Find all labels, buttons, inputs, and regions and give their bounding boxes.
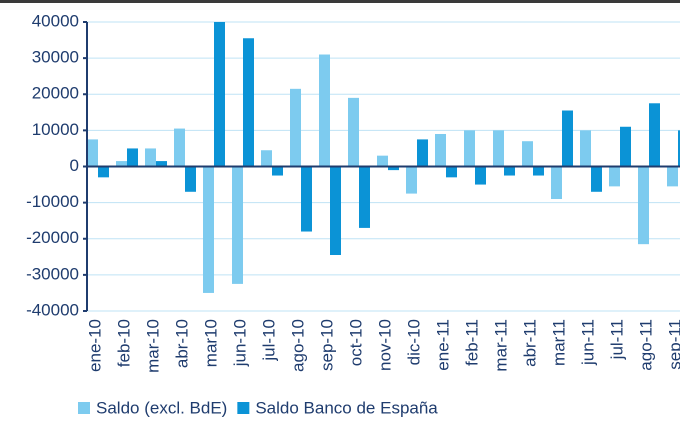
x-tick-label: nov-10 (375, 319, 394, 371)
y-tick-label: 30000 (32, 48, 79, 67)
y-tick-label: -30000 (26, 264, 79, 283)
x-tick-label: jul-10 (259, 319, 278, 362)
x-tick-label: dic-10 (404, 319, 423, 365)
y-tick-label: -20000 (26, 228, 79, 247)
legend-label: Saldo Banco de España (255, 398, 438, 417)
bar (591, 166, 602, 192)
bar (475, 166, 486, 185)
bar (533, 166, 544, 176)
bar (127, 148, 138, 167)
bar (319, 54, 330, 167)
y-tick-label: 10000 (32, 120, 79, 139)
x-tick-label: jun-10 (230, 319, 249, 367)
bar (185, 166, 196, 192)
legend-swatch (237, 402, 250, 414)
bar (638, 166, 649, 245)
y-tick-label: 40000 (32, 11, 79, 30)
x-tick-label: mar-10 (143, 319, 162, 373)
x-tick-label: jun-11 (578, 319, 597, 366)
bar (214, 22, 225, 167)
bar (377, 155, 388, 167)
x-tick-label: feb-11 (462, 319, 481, 366)
bar (145, 148, 156, 167)
bar (174, 128, 185, 167)
bar (156, 161, 167, 167)
bar (522, 141, 533, 167)
x-tick-label: abr-10 (172, 319, 191, 368)
bar (609, 166, 620, 187)
bar (388, 166, 399, 171)
bar (406, 166, 417, 194)
bar (678, 130, 680, 167)
bar (417, 139, 428, 167)
bar (667, 166, 678, 187)
bar (562, 110, 573, 167)
x-tick-label: jul-11 (607, 319, 626, 360)
bar (493, 130, 504, 167)
x-tick-label: mar11 (549, 319, 568, 366)
bar (330, 166, 341, 256)
x-tick-label: ago-11 (636, 319, 655, 371)
bar (116, 161, 127, 167)
bar (348, 97, 359, 167)
x-tick-label: mar-11 (491, 319, 510, 372)
bar (98, 166, 109, 178)
x-tick-label: ago-10 (288, 319, 307, 372)
bar (87, 139, 98, 167)
bar (232, 166, 243, 284)
x-tick-label: sep-10 (317, 319, 336, 371)
legend-label: Saldo (excl. BdE) (96, 398, 227, 417)
bar (261, 150, 272, 167)
x-tick-label: ene-11 (433, 319, 452, 371)
bar (649, 103, 660, 167)
bar (243, 38, 254, 167)
bar (620, 126, 631, 167)
bar (272, 166, 283, 176)
x-tick-label: abr-11 (520, 319, 539, 367)
x-tick-label: oct-10 (346, 319, 365, 366)
x-tick-label: mar10 (201, 319, 220, 367)
y-tick-label: 0 (70, 156, 79, 175)
bar (446, 166, 457, 178)
top-border (0, 0, 680, 3)
bar (504, 166, 515, 176)
bar (464, 130, 475, 167)
y-tick-label: -40000 (26, 300, 79, 319)
y-tick-label: 20000 (32, 84, 79, 103)
bar (435, 133, 446, 167)
x-tick-label: ene-10 (85, 319, 104, 372)
y-tick-label: -10000 (26, 192, 79, 211)
x-tick-label: feb-10 (114, 319, 133, 367)
x-tick-label: sep-11 (665, 319, 680, 370)
bar (551, 166, 562, 200)
legend-swatch (78, 402, 90, 414)
bar (580, 130, 591, 167)
bar (203, 166, 214, 293)
bar (359, 166, 370, 228)
legend: Saldo (excl. BdE) Saldo Banco de España (78, 398, 438, 417)
bar (301, 166, 312, 232)
bar (290, 88, 301, 167)
